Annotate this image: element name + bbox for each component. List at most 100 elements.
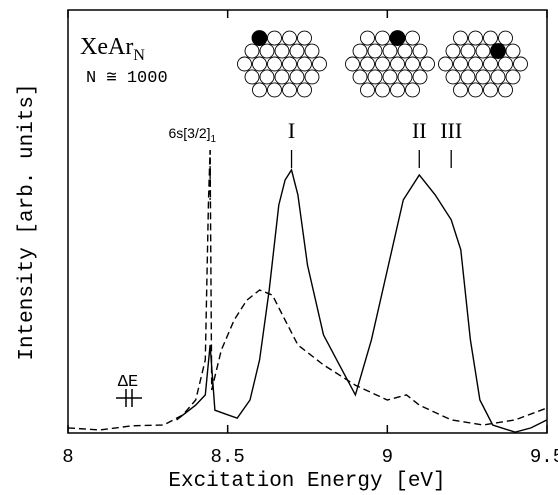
cluster-atom (297, 56, 312, 72)
cluster-atom (375, 56, 390, 72)
cluster-atom (420, 56, 435, 72)
cluster-atom-dopant (490, 43, 506, 59)
cluster-atom (412, 69, 428, 85)
cluster-atom (304, 43, 320, 59)
cluster-atom (244, 43, 260, 59)
cluster-atom (390, 56, 405, 72)
cluster-atom (505, 43, 521, 59)
cluster-atom (397, 43, 413, 59)
cluster-atom (438, 56, 453, 72)
cluster-atom-dopant (389, 30, 406, 46)
x-tick-label: 9.5 (530, 446, 558, 468)
cluster-atom (453, 30, 468, 46)
cluster-atom (397, 69, 413, 85)
cluster-atom (267, 56, 282, 72)
peak-label: III (440, 118, 462, 143)
cluster-atom (468, 30, 483, 46)
cluster-atom (460, 43, 476, 59)
cluster-icon (345, 30, 435, 98)
series-line (67, 149, 548, 431)
cluster-atom (468, 82, 483, 98)
x-axis-label: Excitation Energy [eV] (168, 470, 445, 493)
cluster-icon (237, 30, 327, 98)
cluster-atom (382, 69, 398, 85)
cluster-atom (468, 56, 483, 72)
peak-label-sub: 1 (211, 134, 217, 145)
x-tick-label: 8 (62, 446, 73, 468)
cluster-label-text: XeAr (80, 34, 133, 60)
cluster-atom (274, 69, 290, 85)
cluster-atom (237, 56, 252, 72)
cluster-atom (498, 56, 513, 72)
cluster-atom (360, 56, 375, 72)
x-tick-label: 9 (382, 446, 393, 468)
size-label: N ≅ 1000 (86, 69, 168, 88)
cluster-atom (405, 56, 420, 72)
cluster-atom (505, 69, 521, 85)
cluster-atom (405, 30, 420, 46)
cluster-atom (289, 69, 305, 85)
cluster-atom (375, 30, 390, 46)
cluster-atom (498, 82, 513, 98)
cluster-atom (490, 69, 506, 85)
cluster-atom (367, 43, 383, 59)
cluster-atom (498, 30, 513, 46)
cluster-atom (483, 82, 498, 98)
peak-label: 6s[3/2]1 (169, 125, 217, 145)
cluster-atom (312, 56, 327, 72)
cluster-atom (390, 82, 405, 98)
cluster-label: XeArN (80, 34, 145, 64)
cluster-atom (267, 82, 282, 98)
y-axis-label: Intensity [arb. units] (16, 83, 39, 360)
cluster-atom (252, 56, 267, 72)
peak-label-text: III (440, 118, 462, 143)
cluster-atom (345, 56, 360, 72)
series-line (176, 168, 548, 433)
cluster-atom (382, 43, 398, 59)
peak-label: I (288, 118, 295, 143)
x-tick-label: 8.5 (211, 446, 245, 468)
cluster-atom (445, 43, 461, 59)
cluster-atom (259, 69, 275, 85)
cluster-atom (460, 69, 476, 85)
cluster-atom (475, 69, 491, 85)
cluster-atom (412, 43, 428, 59)
cluster-atom (282, 82, 297, 98)
cluster-atom (375, 82, 390, 98)
cluster-atom (475, 43, 491, 59)
cluster-atom (453, 56, 468, 72)
cluster-icon (438, 30, 528, 98)
cluster-atom (513, 56, 528, 72)
cluster-atom (360, 30, 375, 46)
peak-label-text: 6s[3/2] (169, 125, 211, 141)
cluster-atom (360, 82, 375, 98)
cluster-label-sub: N (133, 47, 145, 64)
cluster-atom (289, 43, 305, 59)
cluster-atom (297, 30, 312, 46)
cluster-atom (483, 56, 498, 72)
cluster-atom (297, 82, 312, 98)
resolution-symbol (116, 389, 142, 407)
cluster-atom (445, 69, 461, 85)
peak-label-text: I (288, 118, 295, 143)
cluster-atom (282, 30, 297, 46)
cluster-atom (259, 43, 275, 59)
cluster-atom (405, 82, 420, 98)
cluster-atom (352, 43, 368, 59)
peak-label-text: II (412, 118, 427, 143)
peak-label: II (412, 118, 427, 143)
cluster-atom (252, 82, 267, 98)
cluster-atom (274, 43, 290, 59)
cluster-atom-dopant (251, 30, 268, 46)
cluster-atom (453, 82, 468, 98)
cluster-atom (352, 69, 368, 85)
cluster-atom (267, 30, 282, 46)
resolution-label: ΔE (118, 373, 138, 392)
plot-frame (67, 9, 548, 434)
cluster-atom (367, 69, 383, 85)
cluster-atom (282, 56, 297, 72)
cluster-atom (304, 69, 320, 85)
cluster-atom (244, 69, 260, 85)
cluster-atom (483, 30, 498, 46)
